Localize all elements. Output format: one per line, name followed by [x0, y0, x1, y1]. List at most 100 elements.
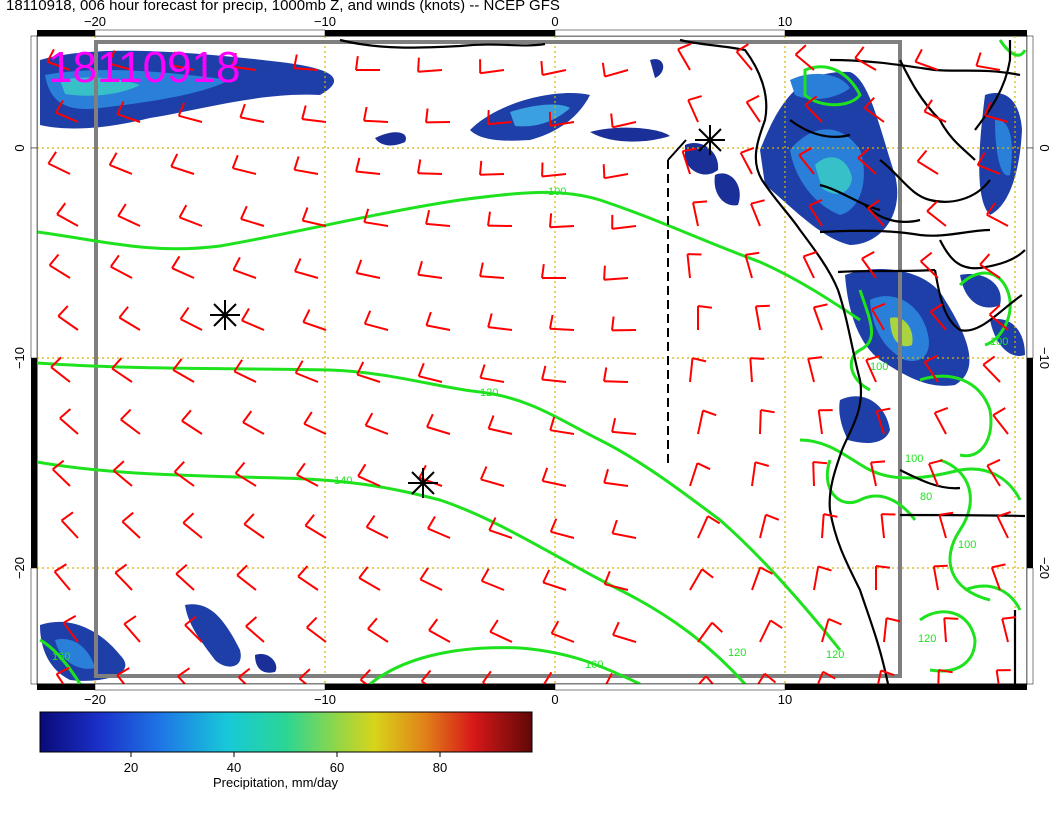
- wind-barb-flag: [365, 515, 376, 528]
- wind-barb-shaft: [356, 272, 381, 279]
- lon-label-top: 10: [778, 14, 792, 29]
- wind-barb-flag: [301, 207, 309, 221]
- wind-barb-shaft: [117, 214, 141, 227]
- wind-barb-flag: [696, 462, 711, 471]
- wind-barb-shaft: [932, 566, 939, 591]
- wind-barb-flag: [876, 407, 891, 413]
- wind-barb-shaft: [427, 527, 451, 539]
- wind-barb-shaft: [938, 514, 947, 539]
- wind-barb-shaft: [977, 164, 1001, 175]
- date-stamp: 18110918: [48, 43, 241, 92]
- wind-barb-flag: [427, 515, 436, 530]
- wind-barb-shaft: [489, 630, 513, 643]
- wind-barb-flag: [707, 515, 721, 525]
- wind-barb-flag: [549, 213, 553, 228]
- wind-barb-shaft: [995, 670, 1000, 684]
- wind-barb-shaft: [870, 462, 877, 487]
- wind-barb-shaft: [817, 410, 823, 435]
- contour-label: 120: [728, 647, 746, 659]
- wind-barb-shaft: [1001, 618, 1009, 643]
- wind-barb-shaft: [808, 205, 823, 227]
- contour-label: 160: [585, 659, 603, 671]
- wind-barb-flag: [543, 671, 553, 684]
- wind-barb-flag: [746, 94, 760, 103]
- wind-barb-flag: [357, 463, 367, 477]
- wind-barb-shaft: [179, 216, 203, 227]
- wind-barb-shaft: [59, 417, 79, 435]
- lon-label-bottom: −10: [314, 692, 336, 707]
- wind-barb-flag: [804, 95, 818, 106]
- wind-barb-flag: [736, 43, 749, 53]
- wind-barb-shaft: [245, 625, 265, 643]
- wind-barb-shaft: [177, 675, 187, 684]
- wind-barb-shaft: [294, 270, 319, 279]
- wind-barb-flag: [992, 407, 1006, 416]
- wind-barb-flag: [231, 154, 239, 169]
- wind-barb-flag: [603, 265, 606, 280]
- wind-barb-flag: [355, 157, 361, 172]
- wind-barb-shaft: [171, 267, 195, 279]
- wind-barb-shaft: [50, 366, 71, 383]
- wind-barb-flag: [481, 670, 492, 684]
- wind-barb-flag: [480, 568, 490, 582]
- wind-barb-shaft: [298, 677, 308, 684]
- wind-barb-flag: [293, 156, 300, 171]
- wind-barb-shaft: [551, 632, 575, 643]
- wind-barb-flag: [541, 467, 549, 482]
- lon-label-bottom: 0: [551, 692, 558, 707]
- wind-barb-flag: [52, 459, 65, 471]
- wind-barb-flag: [109, 254, 120, 268]
- wind-barb-shaft: [943, 618, 947, 643]
- wind-barb-flag: [986, 458, 1001, 467]
- wind-barb-flag: [173, 461, 185, 473]
- wind-barb-shaft: [937, 669, 940, 684]
- wind-barb-flag: [241, 307, 250, 322]
- wind-barb-shaft: [232, 65, 257, 71]
- wind-barb-shaft: [111, 367, 133, 383]
- wind-barb-flag: [939, 511, 954, 516]
- wind-barb-shaft: [749, 358, 753, 383]
- storm-markers: [210, 125, 725, 498]
- wind-barb-flag: [359, 669, 371, 681]
- wind-barb-shaft: [302, 219, 327, 227]
- wind-barb-shaft: [986, 465, 1001, 487]
- wind-barb-shaft: [692, 202, 699, 227]
- wind-barb-flag: [979, 253, 991, 266]
- wind-barb-flag: [933, 564, 948, 568]
- wind-barb-flag: [602, 164, 606, 179]
- wind-barb-flag: [926, 200, 938, 212]
- wind-barb-flag: [487, 313, 493, 328]
- contour-label: 100: [905, 453, 923, 465]
- wind-barb-shaft: [184, 624, 203, 643]
- wind-barb-shaft: [172, 369, 195, 383]
- colorbar-tick-label: 60: [330, 760, 344, 775]
- wind-barb-shaft: [123, 623, 141, 643]
- wind-barb-flag: [55, 99, 64, 114]
- wind-barb-flag: [48, 253, 60, 266]
- wind-barb-shaft: [116, 113, 141, 123]
- wind-barb-shaft: [542, 581, 567, 591]
- wind-barb-shaft: [867, 207, 885, 227]
- wind-barb-flag: [711, 621, 723, 633]
- wind-barb-shaft: [541, 173, 567, 178]
- storm-marker: [408, 468, 438, 498]
- wind-barb-flag: [59, 408, 72, 420]
- lat-labels: 0 −10 −20 0 −10 −20: [12, 144, 1052, 579]
- wind-barb-shaft: [241, 319, 265, 331]
- wind-barb-flag: [46, 48, 55, 63]
- wind-barb-flag: [886, 617, 901, 623]
- wind-barb-flag: [116, 101, 125, 115]
- wind-barb-shaft: [480, 478, 505, 487]
- wind-barb-shaft: [813, 566, 820, 591]
- contour-label: 160: [52, 651, 70, 663]
- wind-barb-shaft: [979, 263, 1001, 279]
- wind-barb-shaft: [604, 481, 629, 487]
- wind-barb-shaft: [302, 118, 327, 123]
- lon-labels: −20 −10 0 10 −20 −10 0 10: [84, 14, 792, 707]
- wind-barb-shaft: [488, 529, 513, 539]
- wind-barb-shaft: [421, 680, 428, 684]
- wind-barb-flag: [603, 468, 609, 483]
- wind-barb-flag: [50, 356, 62, 368]
- wind-barb-flag: [682, 147, 697, 153]
- wind-barb-flag: [487, 211, 491, 226]
